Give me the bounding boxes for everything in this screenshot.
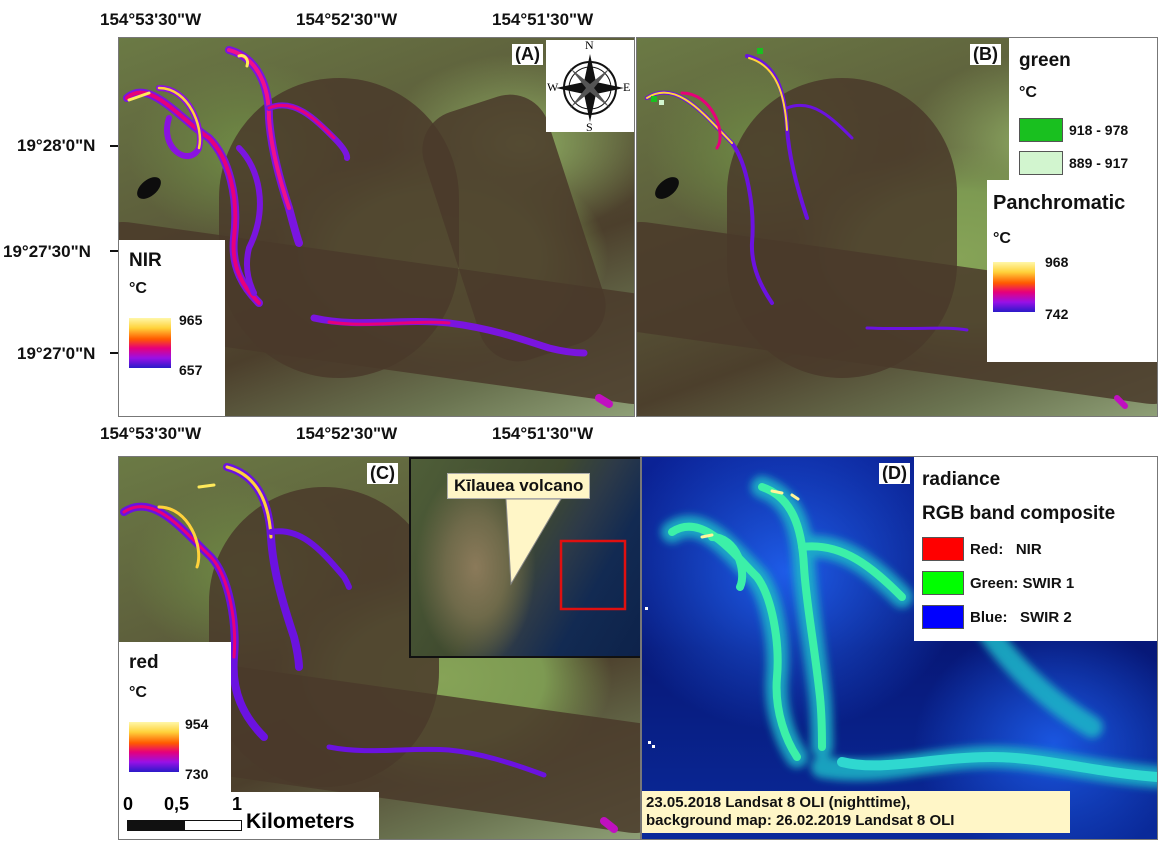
green-class-range-1: 918 - 978: [1069, 122, 1129, 138]
red-legend: red °C 954 730: [119, 642, 231, 792]
red-legend-title: red: [129, 652, 159, 673]
nir-legend-unit: °C: [129, 280, 147, 297]
panel-d-map: (D) radiance RGB band composite Red: NIR…: [641, 456, 1158, 840]
green-class-swatch-2: [1019, 151, 1063, 175]
compass-rose: N S E W: [546, 38, 634, 134]
latitude-label-3: 19°27'0"N: [17, 344, 96, 363]
scale-bar: 0 0,5 1 Kilometers: [119, 792, 379, 839]
scale-tick-half: 0,5: [164, 794, 190, 814]
panel-d-label: (D): [879, 463, 910, 484]
panel-c-lava-flows: [120, 463, 618, 833]
inset-locator-map: Kīlauea volcano: [409, 457, 640, 658]
lat-tick-1: [110, 145, 118, 147]
kilauea-volcano-label: Kīlauea volcano: [447, 473, 591, 499]
panel-a-label: (A): [512, 44, 543, 65]
panchromatic-legend: Panchromatic °C 968 742: [987, 180, 1157, 362]
blue-channel-swatch: [922, 605, 964, 629]
radiance-legend-title: radiance: [922, 469, 1001, 490]
latitude-label-2: 19°27'30"N: [3, 242, 91, 261]
compass-icon: [556, 54, 624, 122]
red-legend-min: 730: [185, 766, 209, 782]
red-channel-swatch: [922, 537, 964, 561]
nir-color-ramp: [129, 318, 171, 368]
lat-tick-3: [110, 352, 118, 354]
green-channel-swatch: [922, 571, 964, 595]
panel-b-label: (B): [970, 44, 1001, 65]
scale-tick-0: 0: [123, 794, 134, 814]
nir-legend-min: 657: [179, 362, 203, 378]
red-channel-label: Red: NIR: [970, 541, 1042, 558]
panel-c-map: (C) Kīlauea volcano red °C 954 730 0 0,5…: [118, 456, 641, 840]
compass-south: S: [586, 120, 593, 134]
latitude-label-1: 19°28'0"N: [17, 136, 96, 155]
longitude-label-mid-3: 154°51'30"W: [492, 424, 594, 443]
compass-north: N: [585, 38, 594, 52]
scale-segment-black: [127, 820, 185, 831]
scale-unit: Kilometers: [246, 810, 355, 833]
longitude-label-mid-1: 154°53'30"W: [100, 424, 202, 443]
panchromatic-legend-unit: °C: [993, 230, 1011, 247]
scale-segment-white: [184, 820, 242, 831]
green-class-swatch-1: [1019, 118, 1063, 142]
compass-west: W: [547, 80, 559, 94]
panchromatic-legend-title: Panchromatic: [993, 192, 1126, 214]
nir-legend-title: NIR: [129, 250, 162, 271]
longitude-label-top-3: 154°51'30"W: [492, 10, 594, 29]
red-legend-unit: °C: [129, 684, 147, 701]
green-channel-label: Green: SWIR 1: [970, 575, 1075, 592]
green-legend-title: green: [1019, 50, 1071, 71]
compass-east: E: [623, 80, 631, 94]
panel-d-radiance-flows: [645, 476, 1157, 788]
green-legend: green °C 918 - 978 889 - 917: [1009, 38, 1157, 180]
scale-tick-1: 1: [232, 794, 243, 814]
panel-a-lava-flows: [123, 46, 613, 408]
nir-legend-max: 965: [179, 312, 203, 328]
acquisition-note: 23.05.2018 Landsat 8 OLI (nighttime), ba…: [642, 791, 1070, 833]
lat-tick-2: [110, 250, 118, 252]
panchromatic-legend-max: 968: [1045, 254, 1069, 270]
inset-pointer: [505, 498, 627, 611]
radiance-legend: radiance RGB band composite Red: NIR Gre…: [914, 457, 1157, 641]
longitude-label-top-2: 154°52'30"W: [296, 10, 398, 29]
longitude-label-top-1: 154°53'30"W: [100, 10, 202, 29]
acquisition-note-line-1: 23.05.2018 Landsat 8 OLI (nighttime),: [646, 794, 911, 811]
panel-b-lava-flows: [645, 48, 1128, 409]
panel-a-map: N S E W (A) NIR °C 965 657: [118, 37, 635, 417]
acquisition-note-line-2: background map: 26.02.2019 Landsat 8 OLI: [646, 812, 955, 829]
panchromatic-legend-min: 742: [1045, 306, 1069, 322]
panchromatic-color-ramp: [993, 262, 1035, 312]
panel-b-map: (B) green °C 918 - 978 889 - 917 Panchro…: [636, 37, 1158, 417]
red-legend-max: 954: [185, 716, 209, 732]
green-legend-unit: °C: [1019, 84, 1037, 101]
red-color-ramp: [129, 722, 179, 772]
nir-legend: NIR °C 965 657: [119, 240, 225, 416]
blue-channel-label: Blue: SWIR 2: [970, 609, 1072, 626]
longitude-label-mid-2: 154°52'30"W: [296, 424, 398, 443]
panel-c-label: (C): [367, 463, 398, 484]
radiance-legend-subtitle: RGB band composite: [922, 503, 1116, 524]
green-class-range-2: 889 - 917: [1069, 155, 1129, 171]
